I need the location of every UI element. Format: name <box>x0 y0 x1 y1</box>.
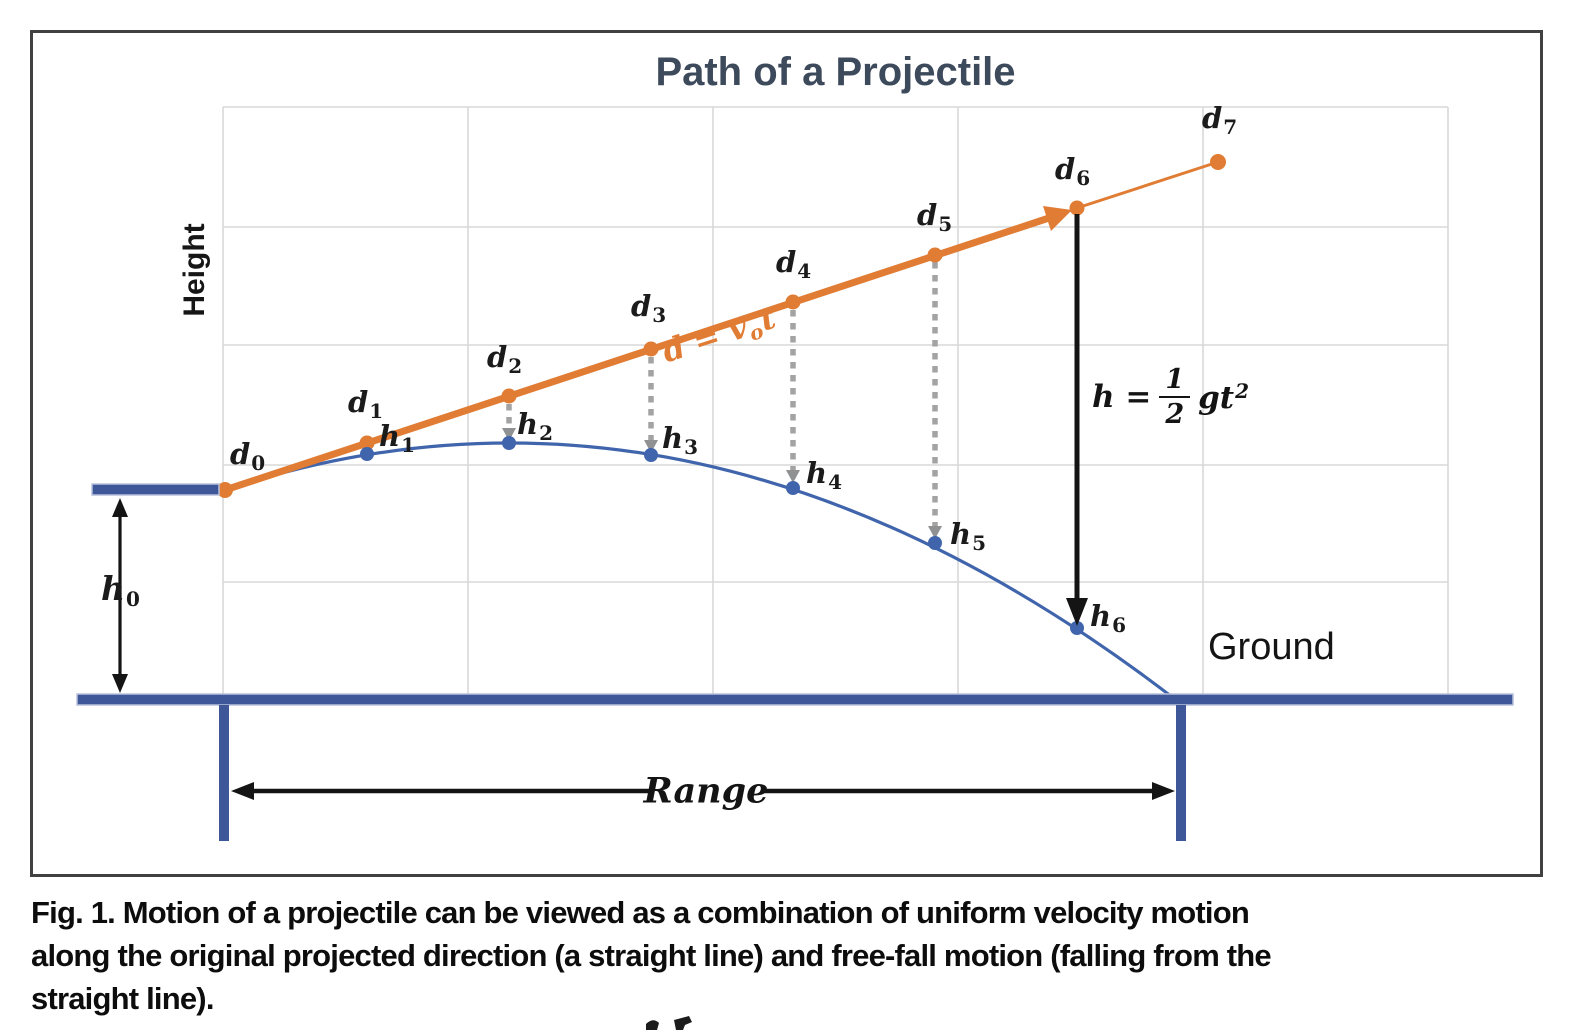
point-label-d1: d1 <box>348 385 384 423</box>
free-fall-dotted-lines <box>506 262 938 526</box>
fraction-one-half: 1 2 <box>1159 366 1191 428</box>
point-label-h2: h2 <box>517 407 554 445</box>
caption-line-1: Fig. 1. Motion of a projectile can be vi… <box>31 895 1250 930</box>
d-point-markers <box>217 154 1226 498</box>
point-label-d6: d6 <box>1055 152 1091 190</box>
uniform-velocity-line-thick <box>223 214 1051 494</box>
grid-lines <box>222 106 1449 700</box>
point-label-d2: d2 <box>487 340 523 378</box>
range-label: Range <box>643 770 769 812</box>
point-label-h3: h3 <box>662 421 699 459</box>
h0-height-label: h0 <box>101 569 140 611</box>
equation-rhs: gt2 <box>1198 378 1250 416</box>
range-post-left <box>219 705 229 841</box>
equation-lhs: h = <box>1092 378 1152 415</box>
uniform-velocity-line-thin <box>1076 160 1219 210</box>
equation-free-fall: h = 1 2 gt2 <box>1092 366 1249 428</box>
h0-double-arrow <box>112 498 128 693</box>
point-label-h1: h1 <box>379 419 416 457</box>
point-label-d7: d7 <box>1202 101 1238 139</box>
range-double-arrow <box>231 782 1175 800</box>
cropped-glyph-fragment <box>646 1016 692 1030</box>
h-point-markers <box>360 436 1084 635</box>
point-label-d5: d5 <box>917 198 953 236</box>
caption-line-3: straight line). <box>31 981 214 1016</box>
ground-label: Ground <box>1208 626 1335 668</box>
launch-platform-bar <box>91 483 220 496</box>
figure-border-box <box>30 30 1543 877</box>
point-label-h5: h5 <box>950 517 987 555</box>
point-label-d4: d4 <box>776 245 812 283</box>
free-fall-black-arrow <box>1066 214 1088 626</box>
point-label-h4: h4 <box>806 456 843 494</box>
range-post-right <box>1176 705 1186 841</box>
point-label-d0: d0 <box>230 437 266 475</box>
projectile-path-curve <box>224 441 1177 702</box>
ground-bar <box>76 693 1514 706</box>
figure-caption: Fig. 1. Motion of a projectile can be vi… <box>31 891 1571 1020</box>
caption-line-2: along the original projected direction (… <box>31 938 1272 973</box>
point-label-d3: d3 <box>631 289 667 327</box>
point-label-h6: h6 <box>1090 599 1127 637</box>
orange-arrowhead <box>1043 206 1072 231</box>
chart-title: Path of a Projectile <box>655 50 1016 94</box>
y-axis-label: Height <box>178 223 211 317</box>
